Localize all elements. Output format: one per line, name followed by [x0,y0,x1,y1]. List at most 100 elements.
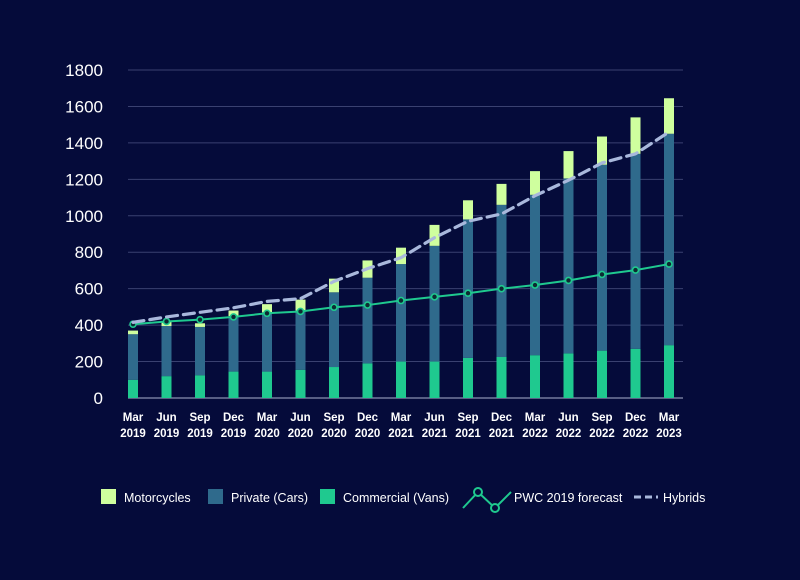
bar-commercial-vans [228,371,239,398]
bar-commercial-vans [295,369,306,398]
bar-commercial-vans [597,350,607,398]
y-tick-label: 200 [75,353,103,372]
forecast-point [330,303,338,312]
x-tick-label: Jun [558,412,578,424]
bar-private-cars [429,245,440,362]
x-tick-label: Mar [123,412,144,424]
bar-commercial-vans [563,353,574,398]
bar-commercial-vans [329,367,339,398]
bar-private-cars [396,264,406,362]
forecast-point [564,276,573,285]
bar-motorcycles [295,299,306,311]
x-tick-label: 2021 [388,428,414,440]
y-axis-ticks: 0 200 400 600 800 1000 1200 1400 1600 1800 [65,61,103,408]
bar-commercial-vans [429,361,440,398]
bar-commercial-vans [262,371,272,398]
legend-label: Motorcycles [124,491,191,505]
x-tick-label: 2021 [422,428,448,440]
y-tick-label: 1000 [65,207,103,226]
bar-motorcycles [128,330,138,335]
x-tick-label: Jun [156,412,176,424]
y-tick-label: 1600 [65,97,103,116]
y-tick-label: 1200 [65,170,103,189]
bar-motorcycles [195,323,205,327]
bar-commercial-vans [664,345,674,398]
bar-motorcycles [496,183,507,205]
legend-forecast-point [490,503,500,513]
bar-private-cars [161,326,172,377]
forecast-point [531,281,539,289]
x-tick-label: 2020 [288,428,314,440]
bar-private-cars [329,292,339,368]
x-tick-label: 2019 [154,428,180,440]
x-tick-label: 2022 [623,428,649,440]
legend-swatch [320,489,335,504]
x-axis-ticks: Mar 2019 Jun 2019 Sep 2019 Dec 2019 Mar 2020 Jun 20… [120,412,682,440]
x-tick-label: 2019 [120,428,146,440]
x-tick-label: 2020 [254,428,280,440]
x-tick-label: Dec [357,412,379,424]
bar-commercial-vans [128,379,138,398]
y-tick-label: 800 [75,243,103,262]
legend-label: Hybrids [663,491,705,505]
legend-label: PWC 2019 forecast [514,491,623,505]
forecast-point [229,313,238,321]
bar-private-cars [463,219,473,358]
y-tick-label: 400 [75,316,103,335]
forecast-point [631,266,640,274]
y-tick-label: 1400 [65,134,103,153]
bar-commercial-vans [530,355,540,398]
legend-swatch [101,489,116,504]
bar-motorcycles [563,151,574,179]
forecast-point [263,309,271,318]
bar-private-cars [195,326,205,376]
x-tick-label: 2021 [489,428,515,440]
x-tick-label: 2019 [221,428,247,440]
bar-motorcycles [530,171,540,195]
x-tick-label: 2020 [355,428,381,440]
y-tick-label: 600 [75,280,103,299]
bar-commercial-vans [496,357,507,398]
forecast-point [598,270,606,279]
legend-forecast-point [473,487,483,497]
bar-commercial-vans [195,375,205,398]
bar-motorcycles [597,136,607,165]
x-tick-label: 2022 [589,428,615,440]
y-tick-label: 0 [94,389,103,408]
bar-private-cars [664,133,674,346]
bar-commercial-vans [463,357,473,398]
bar-private-cars [597,164,607,351]
x-tick-label: Sep [189,412,210,424]
x-tick-label: Mar [391,412,412,424]
bar-commercial-vans [630,348,641,398]
x-tick-label: Dec [223,412,245,424]
bar-commercial-vans [396,361,406,398]
forecast-point [196,315,204,324]
x-tick-label: 2022 [522,428,548,440]
x-tick-label: 2022 [556,428,582,440]
x-tick-label: 2021 [455,428,481,440]
bar-motorcycles [630,117,641,154]
x-tick-label: Mar [659,412,680,424]
legend-swatch [208,489,223,504]
forecast-point [162,317,171,326]
x-tick-label: Dec [625,412,647,424]
bar-commercial-vans [362,363,373,398]
lines [129,130,673,329]
bar-private-cars [630,153,641,349]
x-tick-label: Jun [424,412,444,424]
bar-private-cars [496,204,507,357]
bar-private-cars [295,310,306,370]
bar-motorcycles [329,278,339,293]
x-tick-label: 2023 [656,428,682,440]
bar-private-cars [228,316,239,372]
forecast-point [464,289,472,298]
legend-forecast-icon [462,490,512,510]
x-tick-label: Mar [257,412,278,424]
bar-commercial-vans [161,376,172,398]
forecast-point [363,301,372,309]
x-tick-label: Jun [290,412,310,424]
x-tick-label: Dec [491,412,513,424]
bar-motorcycles [463,200,473,220]
